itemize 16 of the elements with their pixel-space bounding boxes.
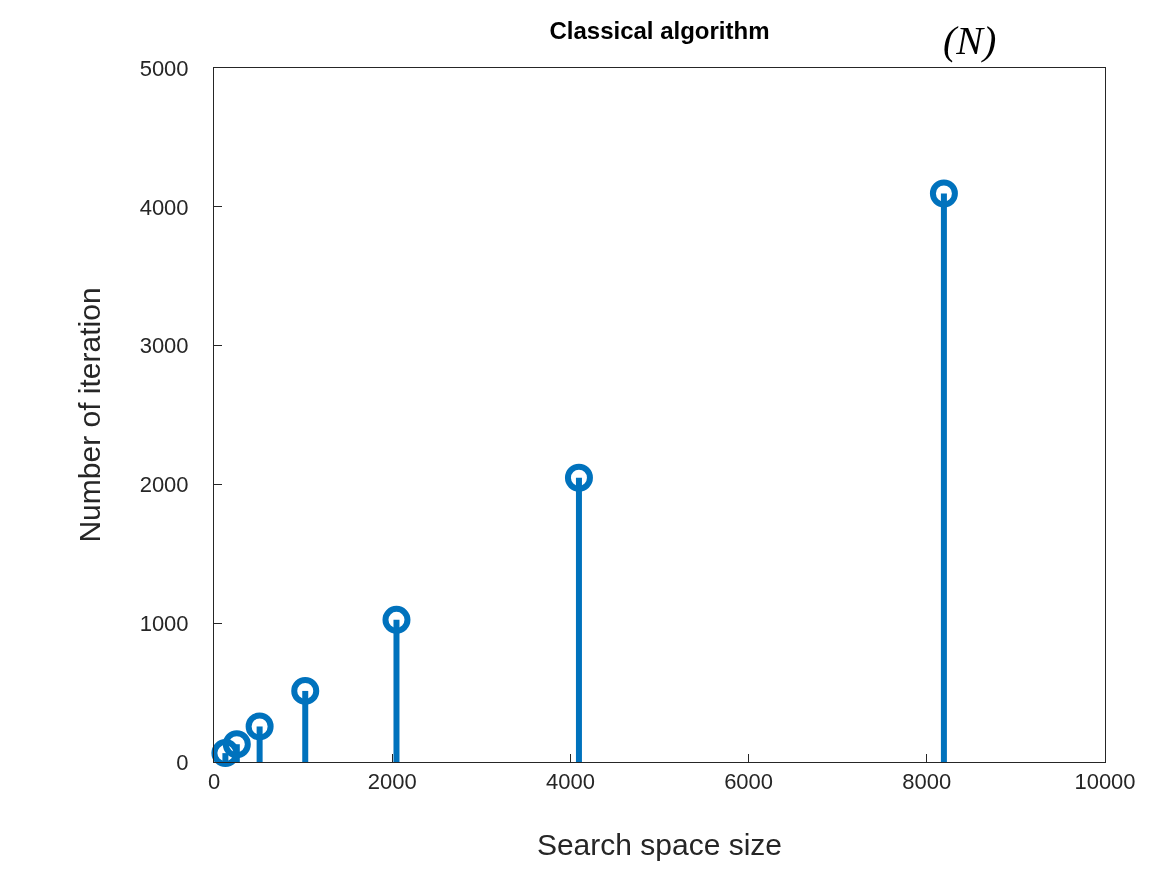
y-tick-label: 5000 <box>139 55 189 81</box>
y-tick-label: 2000 <box>139 472 189 498</box>
y-tick-label: 4000 <box>139 194 189 220</box>
x-tick-label: 6000 <box>724 769 774 795</box>
text: (N) <box>943 18 997 63</box>
x-axis-title: Search space size <box>536 827 783 861</box>
x-tick-label: 10000 <box>1074 769 1136 795</box>
y-tick-label: 3000 <box>139 333 189 359</box>
y-tick-label: 0 <box>176 749 189 775</box>
x-tick-label: 4000 <box>545 769 595 795</box>
chart-title: Classical algorithm <box>549 16 770 44</box>
y-axis-title: Number of iteration <box>72 287 106 543</box>
y-tick-label: 1000 <box>139 610 189 636</box>
x-tick-label: 8000 <box>902 769 952 795</box>
x-tick-label: 0 <box>207 769 221 795</box>
x-tick-label: 2000 <box>367 769 417 795</box>
